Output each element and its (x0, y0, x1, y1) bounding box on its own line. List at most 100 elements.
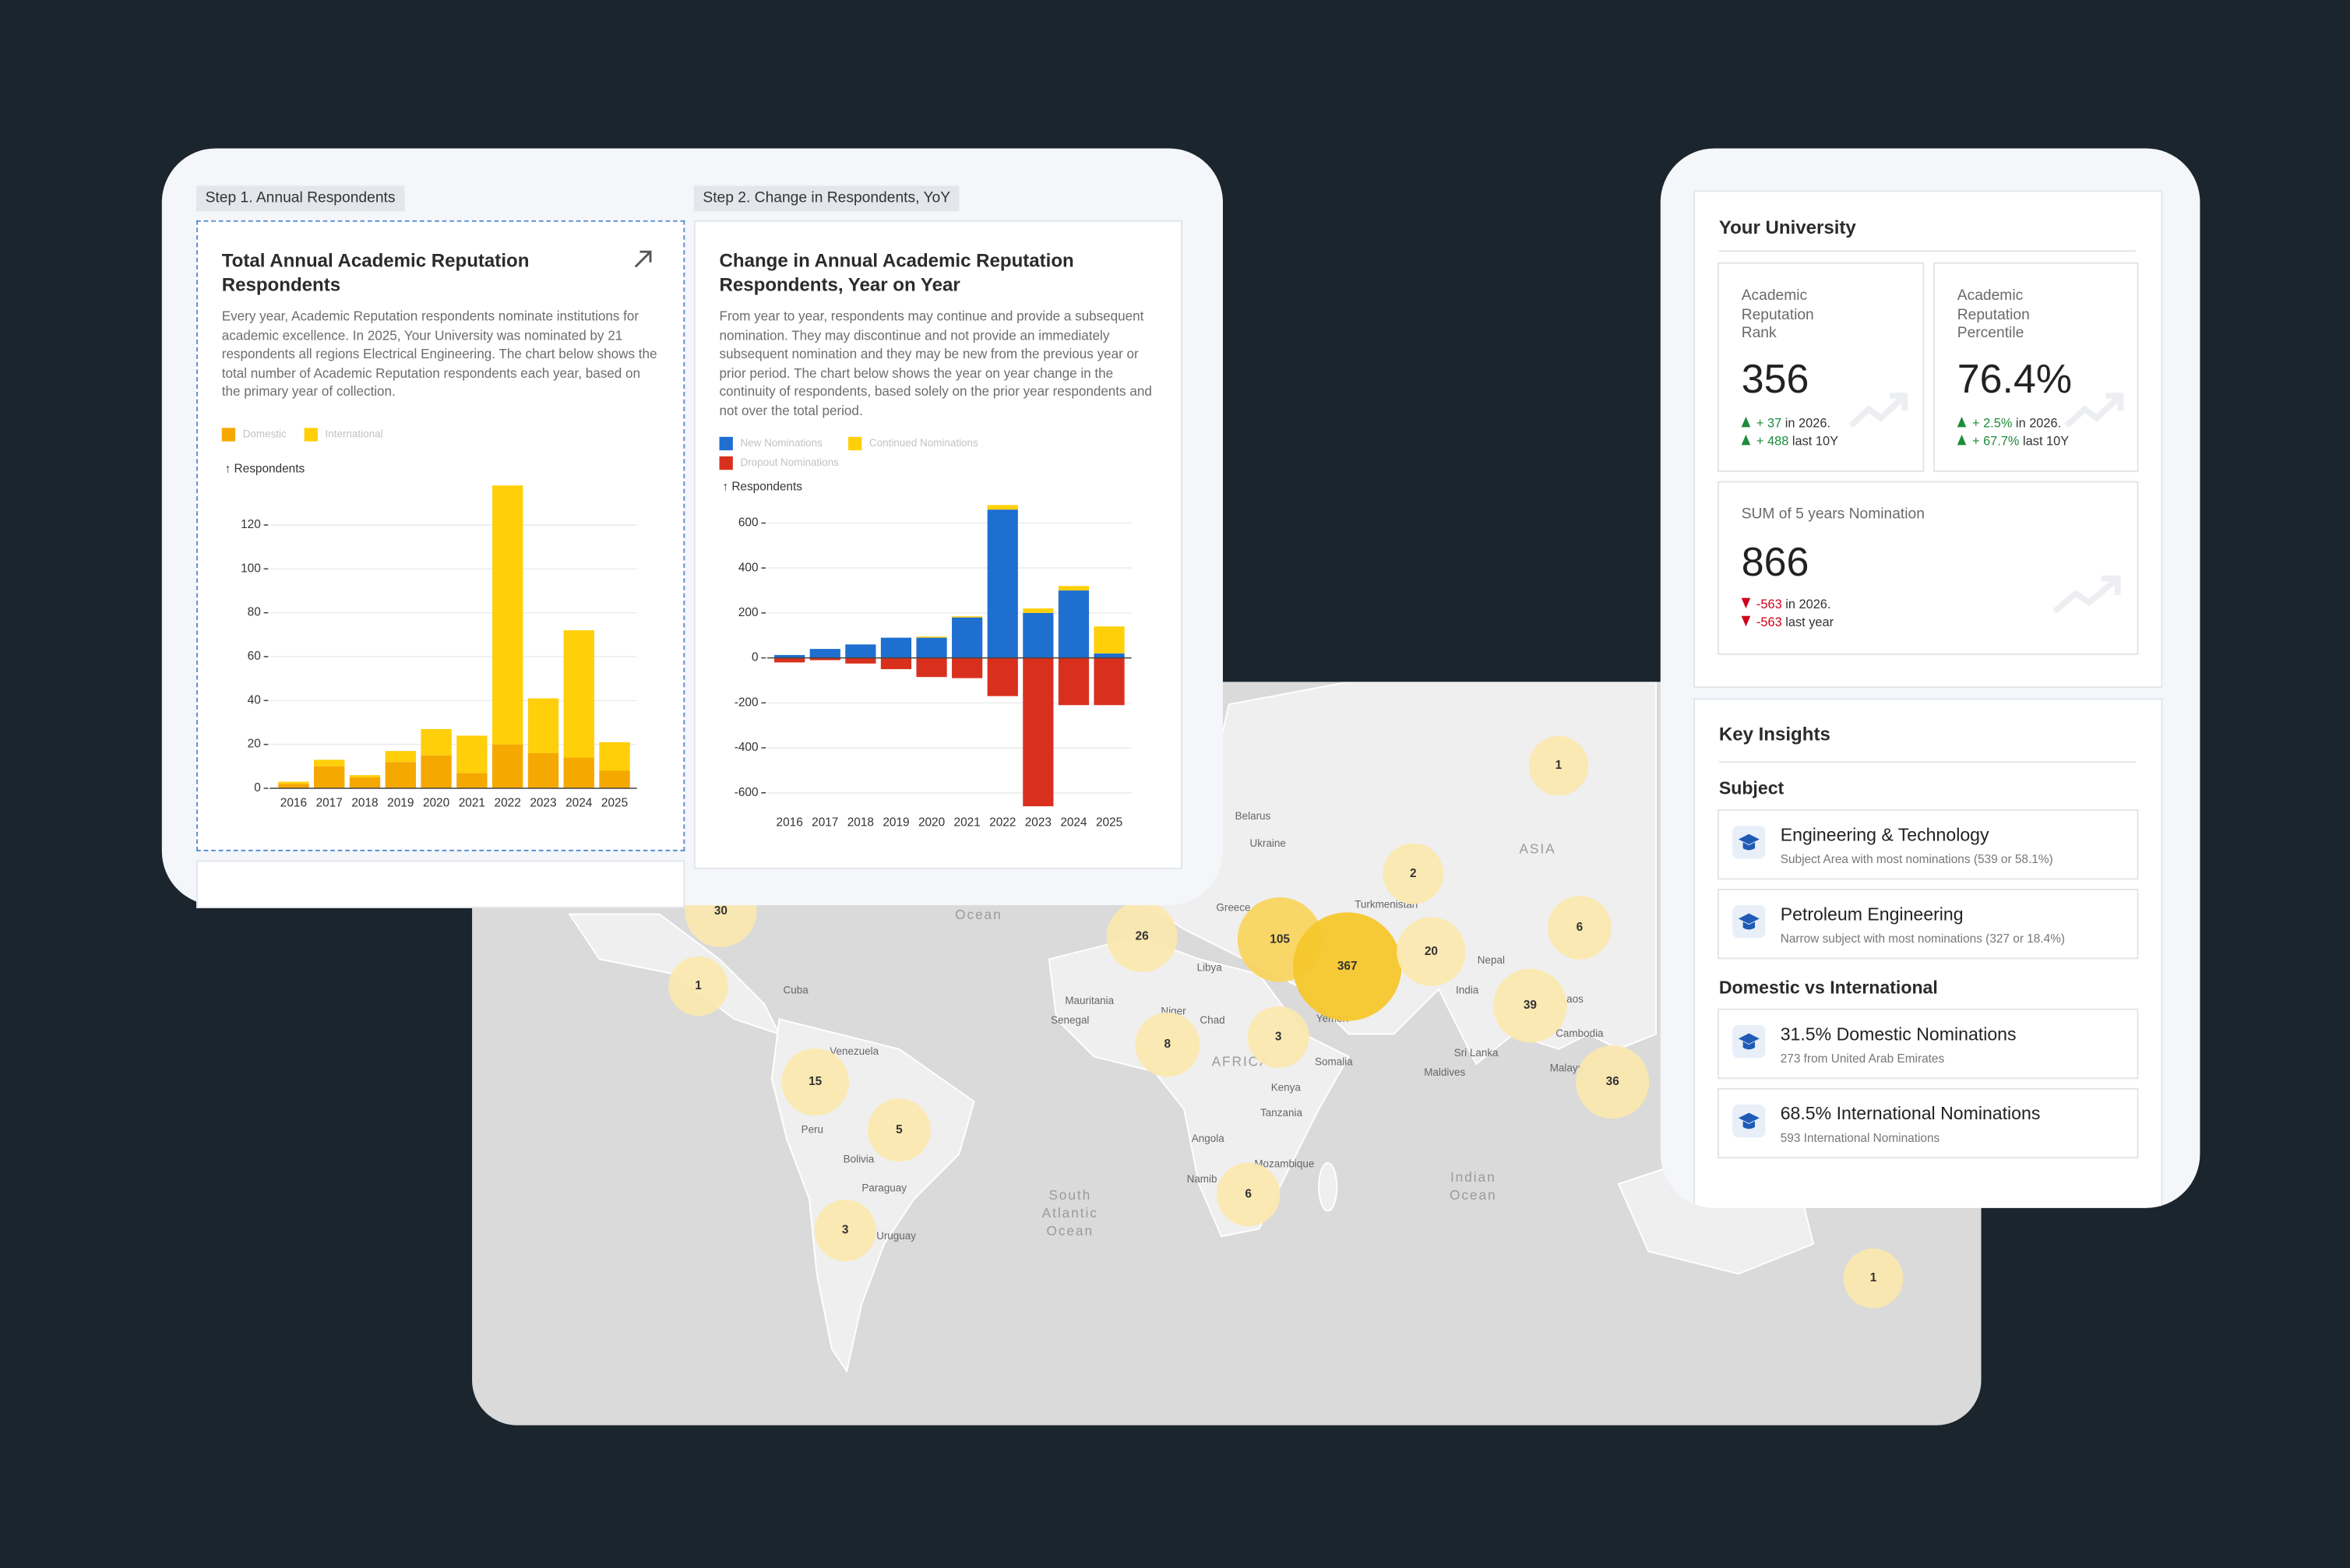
map-label: Cambodia (1556, 1027, 1604, 1039)
change-note: in 2026. (1785, 414, 1830, 431)
panel-title: Key Insights (1718, 724, 1830, 745)
chart-description: Every year, Academic Reputation responde… (221, 308, 657, 400)
map-bubble-label: 20 (1425, 945, 1438, 958)
map-bubble-label: 5 (896, 1123, 903, 1136)
change-note: in 2026. (2015, 414, 2062, 431)
insight-item[interactable]: 31.5% Domestic Nominations 273 from Unit… (1717, 1008, 2139, 1080)
map-bubble (1135, 1012, 1200, 1077)
map-bubble (1292, 912, 1402, 1021)
map-bubble (668, 956, 728, 1017)
kpi-card: SUM of 5 years Nomination 866 -563 in 20… (1717, 481, 2139, 655)
land (1318, 1162, 1338, 1212)
divider (1718, 250, 2136, 252)
insight-title: Petroleum Engineering (1780, 904, 1964, 925)
trend-arrow (1741, 615, 1751, 627)
map-bubble-label: 367 (1337, 960, 1358, 973)
change-delta: -563 (1756, 614, 1782, 630)
map-label: Namib (1187, 1173, 1217, 1185)
kpi-value: 356 (1741, 356, 1809, 402)
map-bubble-label: 3 (842, 1224, 849, 1237)
map-label: Chad (1200, 1014, 1224, 1026)
kpi-change: + 2.5% in 2026. (1957, 415, 2061, 430)
map-label: Sri Lanka (1454, 1047, 1499, 1059)
map-label: ASIA (1519, 840, 1556, 856)
map-bubble (781, 1048, 849, 1116)
map-bubble-label: 26 (1136, 930, 1149, 943)
chart-description: From year to year, respondents may conti… (719, 308, 1152, 418)
map-label: Venezuela (830, 1045, 879, 1057)
insight-title: 68.5% International Nominations (1780, 1103, 2041, 1124)
change-delta: + 2.5% (1971, 414, 2013, 431)
map-label: AFRICA (1212, 1054, 1270, 1069)
map-bubble (1216, 1162, 1281, 1227)
panel-title: Your University (1718, 217, 1856, 238)
insight-item[interactable]: 68.5% International Nominations 593 Inte… (1717, 1087, 2139, 1159)
map-label: Indian (1450, 1169, 1496, 1185)
change-delta: + 67.7% (1971, 433, 2020, 449)
insight-subtitle: Subject Area with most nominations (539 … (1780, 852, 2053, 867)
map-label: Ocean (1450, 1187, 1497, 1203)
map-bubble-label: 1 (1870, 1271, 1877, 1284)
trend-icon (1848, 393, 1908, 428)
map-label: Peru (802, 1123, 823, 1135)
kpi-value: 866 (1741, 539, 1809, 585)
change-delta: + 37 (1756, 414, 1782, 431)
map-bubble-label: 36 (1606, 1075, 1619, 1088)
kpi-change: + 67.7% last 10Y (1957, 433, 2069, 448)
map-bubble (867, 1098, 931, 1162)
map-label: Somalia (1315, 1056, 1353, 1068)
map-bubble (1397, 917, 1466, 987)
insight-icon (1732, 1025, 1766, 1059)
map-label: Uruguay (876, 1230, 916, 1242)
change-note: last year (1785, 614, 1834, 630)
chart-title: Total Annual Academic Reputation Respond… (221, 250, 530, 296)
map-label: Malaysi (1550, 1062, 1586, 1073)
insight-icon (1732, 1104, 1766, 1138)
map-bubble-label: 15 (809, 1075, 823, 1088)
map-label: Angola (1192, 1133, 1224, 1144)
map-label: India (1456, 984, 1479, 995)
kpi-label: SUM of 5 years Nomination (1741, 506, 1925, 523)
expand-icon[interactable] (632, 248, 654, 270)
change-note: in 2026. (1785, 596, 1831, 611)
insight-subtitle: Narrow subject with most nominations (32… (1780, 932, 2066, 946)
change-note: last 10Y (2023, 433, 2070, 449)
insight-icon (1732, 905, 1766, 939)
map-bubble-label: 1 (695, 979, 702, 992)
map-bubble-label: 1 (1556, 759, 1563, 772)
map-label: Mauritania (1065, 995, 1114, 1006)
trend-arrow (1741, 597, 1751, 609)
insight-subtitle: 593 International Nominations (1780, 1131, 1940, 1145)
step-label: Step 2. Change in Respondents, YoY (693, 185, 960, 212)
map-bubble (1106, 901, 1178, 972)
map-bubble-label: 2 (1410, 867, 1417, 880)
map-bubble (1528, 735, 1589, 796)
insight-title: Engineering & Technology (1780, 824, 1989, 846)
map-label: Tanzania (1260, 1107, 1302, 1119)
map-bubble (1576, 1045, 1650, 1119)
map-label: Libya (1197, 961, 1223, 973)
map-label: Kenya (1271, 1081, 1302, 1093)
kpi-card: Academic Reputation Rank 356 + 37 in 202… (1717, 262, 1925, 473)
insight-item[interactable]: Engineering & Technology Subject Area wi… (1717, 809, 2139, 880)
map-bubble (1383, 843, 1444, 904)
map-bubble-label: 8 (1164, 1038, 1171, 1051)
chart-panel[interactable] (693, 220, 1183, 869)
kpi-change: + 488 last 10Y (1741, 433, 1838, 449)
insight-item[interactable]: Petroleum Engineering Narrow subject wit… (1717, 888, 2139, 960)
kpi-label: Academic Reputation Percentile (1957, 287, 2030, 342)
map-label: Atlantic (1042, 1205, 1098, 1221)
trend-arrow (1741, 434, 1751, 446)
insight-title: 31.5% Domestic Nominations (1780, 1024, 2017, 1045)
change-delta: -563 (1756, 596, 1782, 611)
change-note: last 10Y (1792, 433, 1838, 449)
chart-panel (196, 860, 685, 908)
kpi-card: Academic Reputation Percentile 76.4% + 2… (1932, 262, 2139, 473)
map-label: Paraguay (861, 1182, 907, 1193)
insight-group-title: Domestic vs International (1718, 977, 1938, 999)
map-bubble-label: 105 (1270, 932, 1290, 946)
map-label: Maldives (1424, 1066, 1465, 1078)
